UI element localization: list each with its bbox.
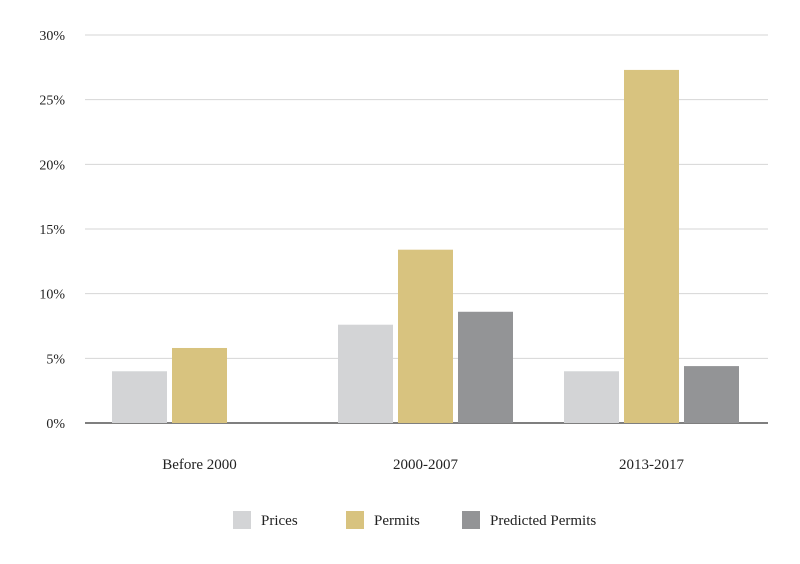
legend-swatch (346, 511, 364, 529)
y-tick-label: 15% (39, 223, 65, 238)
x-axis-categories: Before 2000 2000-2007 2013-2017 (162, 457, 684, 473)
bar-predicted-permits (684, 366, 739, 423)
bars (112, 69, 739, 424)
bar-prices (112, 371, 167, 423)
legend-swatch (233, 511, 251, 529)
bar-permits (624, 69, 679, 424)
x-category-label: 2013-2017 (619, 457, 684, 473)
y-tick-label: 30% (39, 29, 65, 44)
y-tick-label: 25% (39, 94, 65, 109)
bar-permits (398, 249, 453, 423)
bar-predicted-permits (458, 311, 513, 423)
legend-label: Permits (374, 513, 420, 529)
y-tick-label: 0% (46, 417, 65, 432)
y-tick-label: 10% (39, 288, 65, 303)
legend-label: Prices (261, 513, 298, 529)
x-category-label: 2000-2007 (393, 457, 458, 473)
legend-label: Predicted Permits (490, 513, 596, 529)
y-tick-label: 20% (39, 158, 65, 173)
bar-prices (564, 371, 619, 423)
legend-swatch (462, 511, 480, 529)
legend: Prices Permits Predicted Permits (233, 511, 596, 529)
bar-permits (172, 347, 227, 423)
y-axis-ticks: 0% 5% 10% 15% 20% 25% 30% (39, 29, 65, 432)
y-tick-label: 5% (46, 352, 65, 367)
x-category-label: Before 2000 (162, 457, 237, 473)
bar-prices (338, 324, 393, 423)
